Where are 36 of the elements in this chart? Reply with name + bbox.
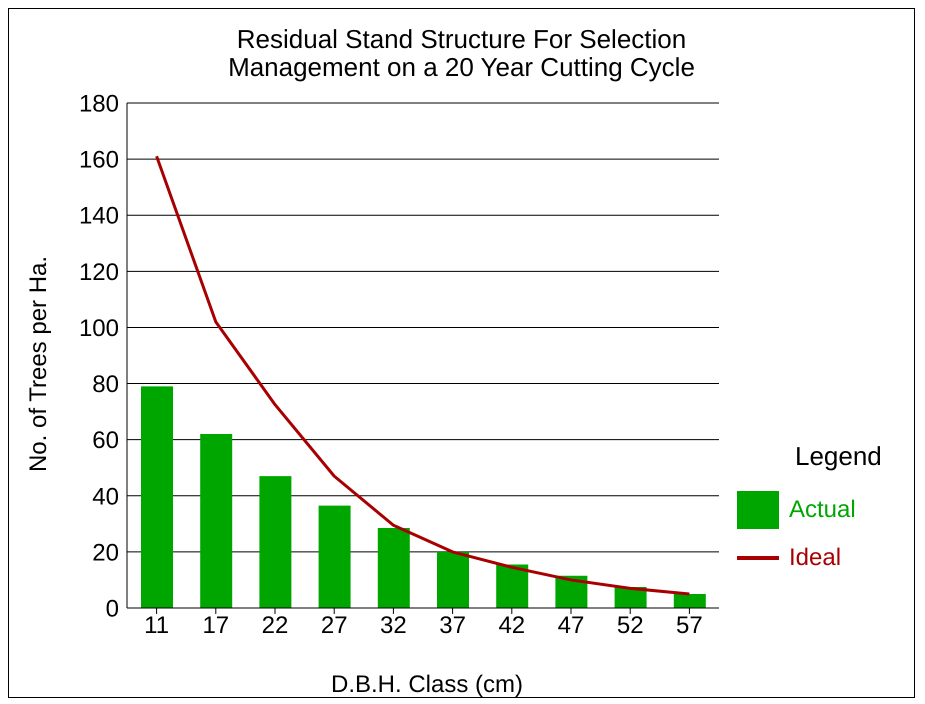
y-tick-label: 160 [78,146,119,174]
bar [437,552,469,608]
bar [378,528,410,608]
x-tick-label: 57 [676,612,703,640]
x-tick-label: 47 [558,612,584,640]
x-tick-label: 32 [380,612,407,640]
bar [141,386,173,608]
legend-title: Legend [795,441,882,472]
y-tick-label: 0 [106,596,119,623]
x-tick-label: 52 [616,612,644,640]
x-tick-label: 27 [320,612,348,640]
y-tick-label: 100 [78,314,119,342]
x-axis-title: D.B.H. Class (cm) [330,671,524,699]
bar [555,576,588,608]
y-tick-label: 40 [92,483,119,510]
x-tick-label: 17 [202,612,230,640]
x-tick-label: 11 [144,612,170,640]
bar [674,594,706,608]
y-tick-label: 180 [78,90,119,118]
bar [496,564,528,608]
legend-label: Ideal [789,544,842,572]
bar [259,476,292,608]
y-tick-label: 140 [78,202,119,230]
bar [318,506,351,608]
y-tick-label: 60 [92,427,119,454]
y-tick-label: 120 [78,258,119,286]
chart-title: Residual Stand Structure For Selection Management on a 20 Year Cutting Cycle [227,24,696,82]
x-tick-label: 22 [262,612,288,640]
legend-label: Actual [789,496,856,524]
bar [200,434,232,608]
x-tick-label: 37 [439,612,466,640]
line-series [155,154,691,596]
y-tick-label: 80 [92,371,119,398]
y-tick-label: 20 [92,539,119,566]
y-axis-title: No. of Trees per Ha. [25,256,53,472]
x-tick-label: 42 [498,612,526,640]
